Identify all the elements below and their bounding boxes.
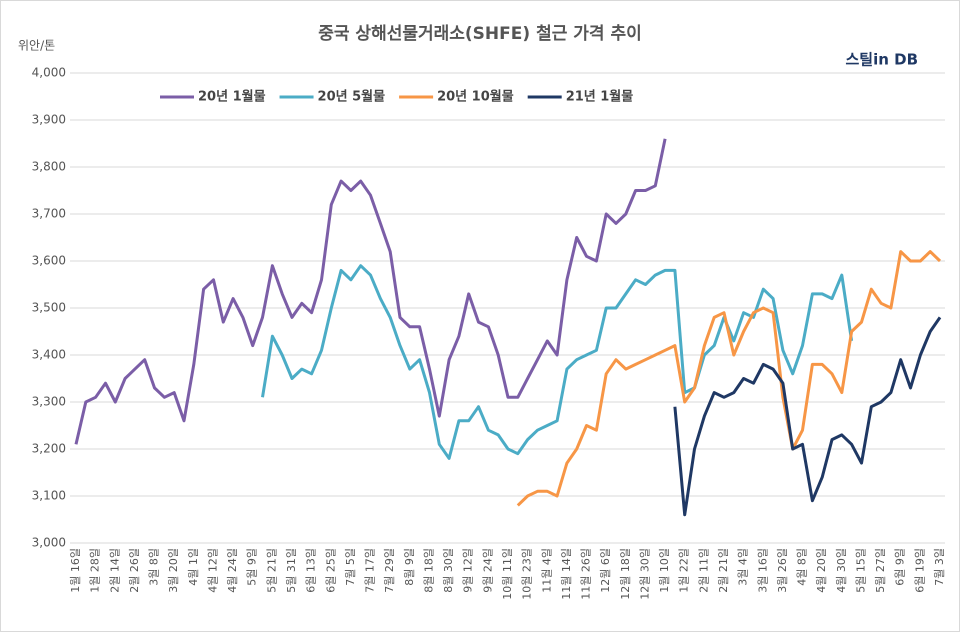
y-axis-label: 위안/톤 <box>18 39 55 53</box>
x-tick-label: 5월 31일 <box>284 548 298 593</box>
x-tick-label: 9월 24일 <box>480 548 494 593</box>
x-tick-label: 3월 4일 <box>736 548 750 586</box>
x-tick-label: 10월 23일 <box>520 548 534 600</box>
legend-label: 20년 1월물 <box>198 89 266 105</box>
x-tick-label: 4월 24일 <box>225 548 239 593</box>
x-tick-label: 2월 14일 <box>107 548 121 593</box>
x-tick-label: 2월 21일 <box>716 548 730 593</box>
x-tick-label: 8월 30일 <box>441 548 455 593</box>
x-tick-label: 3월 26일 <box>775 548 789 593</box>
y-tick-label: 3,600 <box>32 254 66 268</box>
y-tick-label: 3,300 <box>32 395 66 409</box>
x-tick-label: 4월 30일 <box>834 548 848 593</box>
x-tick-label: 11월 4일 <box>539 548 553 593</box>
x-tick-label: 7월 29일 <box>382 548 396 593</box>
legend-label: 20년 5월물 <box>318 89 386 105</box>
series-line <box>261 264 854 460</box>
x-tick-label: 11월 26일 <box>579 548 593 600</box>
y-tick-label: 3,100 <box>32 489 66 503</box>
y-tick-label: 4,000 <box>32 66 66 80</box>
x-tick-label: 5월 21일 <box>264 548 278 593</box>
x-tick-label: 8월 18일 <box>421 548 435 593</box>
x-tick-label: 4월 12일 <box>205 548 219 593</box>
x-tick-label: 7월 3일 <box>932 548 946 586</box>
x-tick-label: 8월 9일 <box>402 548 416 586</box>
x-tick-label: 6월 25일 <box>323 548 337 593</box>
x-tick-label: 3월 8일 <box>147 548 161 586</box>
x-tick-label: 5월 27일 <box>873 548 887 593</box>
x-tick-label: 4월 20일 <box>814 548 828 593</box>
legend-label: 20년 10월물 <box>437 89 514 105</box>
legend: 20년 1월물 20년 5월물 20년 10월물 21년 1월물 <box>160 89 633 105</box>
y-tick-label: 3,900 <box>32 113 66 127</box>
x-tick-label: 6월 19일 <box>912 548 926 593</box>
x-tick-label: 4월 8일 <box>795 548 809 586</box>
y-tick-label: 3,000 <box>32 536 66 550</box>
x-tick-label: 11월 14일 <box>559 548 573 600</box>
y-tick-label: 3,400 <box>32 348 66 362</box>
series-line <box>74 138 667 445</box>
x-tick-label: 1월 28일 <box>88 548 102 593</box>
x-tick-label: 10월 11일 <box>500 548 514 600</box>
x-tick-label: 4월 1일 <box>186 548 200 586</box>
x-tick-label: 12월 18일 <box>618 548 632 600</box>
y-tick-label: 3,800 <box>32 160 66 174</box>
x-tick-label: 12월 30일 <box>637 548 651 600</box>
x-tick-label: 5월 9일 <box>245 548 259 586</box>
y-tick-label: 3,200 <box>32 442 66 456</box>
x-tick-label: 6월 9일 <box>893 548 907 586</box>
x-tick-label: 9월 12일 <box>461 548 475 593</box>
x-tick-label: 7월 17일 <box>363 548 377 593</box>
x-tick-label: 1월 16일 <box>68 548 82 593</box>
x-tick-label: 2월 11일 <box>696 548 710 593</box>
x-tick-label: 2월 26일 <box>127 548 141 593</box>
x-tick-label: 3월 16일 <box>755 548 769 593</box>
series-line <box>673 316 942 517</box>
series-line <box>516 250 942 507</box>
x-tick-label: 1월 10일 <box>657 548 671 593</box>
x-tick-label: 1월 22일 <box>677 548 691 593</box>
y-tick-label: 3,500 <box>32 301 66 315</box>
x-tick-label: 7월 5일 <box>343 548 357 586</box>
chart-title: 중국 상해선물거래소(SHFE) 철근 가격 추이 <box>318 24 642 44</box>
x-tick-label: 5월 15일 <box>853 548 867 593</box>
y-tick-label: 3,700 <box>32 207 66 221</box>
x-tick-label: 6월 13일 <box>304 548 318 593</box>
x-tick-label: 3월 20일 <box>166 548 180 593</box>
legend-label: 21년 1월물 <box>566 89 634 105</box>
logo: 스틸in DB <box>845 51 918 69</box>
x-tick-label: 12월 6일 <box>598 548 612 593</box>
